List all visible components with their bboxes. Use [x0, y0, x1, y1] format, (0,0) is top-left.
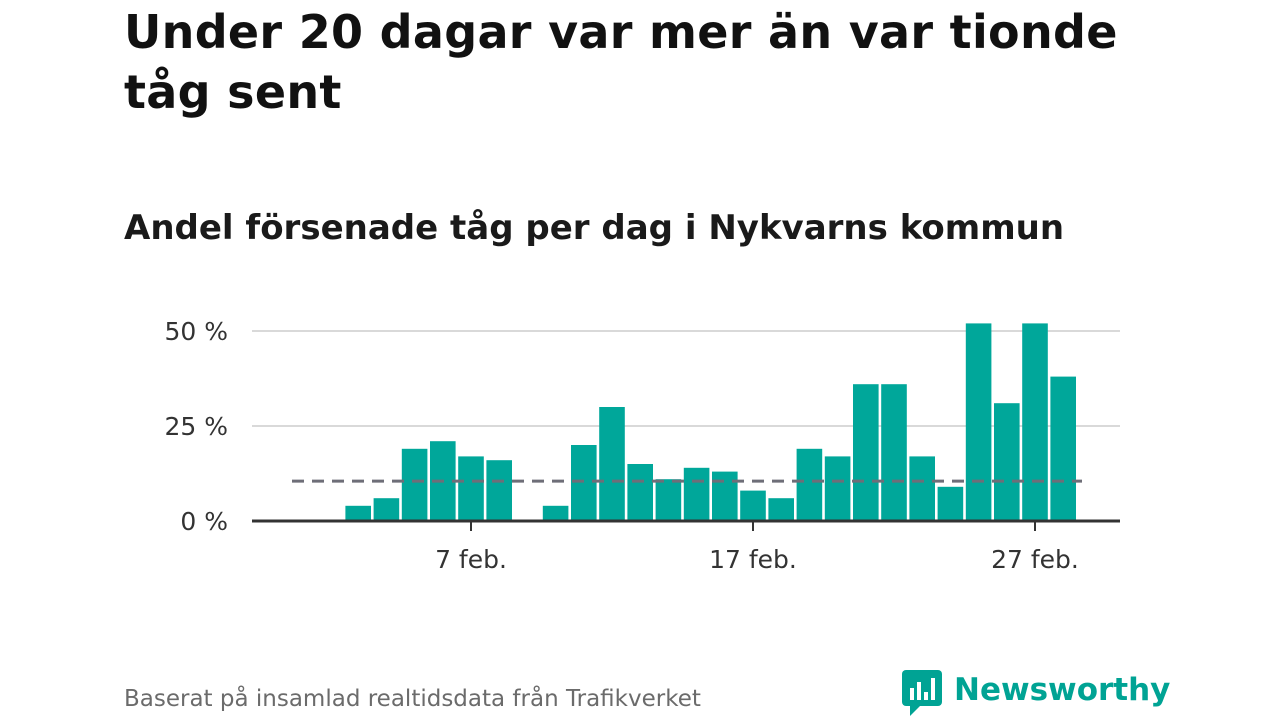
bar-chart-speech-bubble-icon [902, 670, 942, 716]
chart-title: Under 20 dagar var mer än var tionde tåg… [124, 5, 1118, 119]
bar [965, 323, 992, 521]
bar [571, 445, 597, 521]
y-axis-ticks: 0 % 25 % 50 % [164, 317, 228, 536]
x-tick-label: 17 feb. [709, 545, 797, 574]
x-tick-label: 7 feb. [435, 545, 507, 574]
bar [627, 464, 653, 521]
y-tick-label: 25 % [164, 412, 228, 441]
bar [1050, 376, 1076, 521]
bar [712, 471, 738, 521]
bar [373, 498, 400, 521]
bar [994, 403, 1020, 521]
bar [655, 479, 682, 521]
bar [542, 505, 569, 521]
bar [881, 384, 907, 521]
bar [683, 467, 710, 521]
bar [909, 456, 935, 521]
bar [345, 505, 371, 521]
bar [599, 407, 625, 521]
x-axis-ticks: 7 feb. 17 feb. 27 feb. [435, 521, 1079, 574]
chart-subtitle: Andel försenade tåg per dag i Nykvarns k… [124, 208, 1065, 248]
bar [853, 384, 879, 521]
newsworthy-logo: Newsworthy [902, 668, 1170, 720]
x-tick-label: 27 feb. [991, 545, 1079, 574]
bar [401, 448, 428, 521]
y-tick-label: 0 % [180, 507, 228, 536]
bar [768, 498, 794, 521]
brand-name: Newsworthy [954, 672, 1171, 708]
bar [796, 448, 823, 521]
source-note: Baserat på insamlad realtidsdata från Tr… [124, 686, 701, 712]
bar-chart: 0 % 25 % 50 % 7 feb. 17 feb. 27 feb. [164, 317, 1120, 574]
bar [937, 486, 964, 521]
bar [824, 456, 851, 521]
bars [345, 323, 1076, 521]
bar [458, 456, 484, 521]
bar [740, 490, 766, 521]
bar [486, 460, 512, 521]
bar [1022, 323, 1048, 521]
y-tick-label: 50 % [164, 317, 228, 346]
